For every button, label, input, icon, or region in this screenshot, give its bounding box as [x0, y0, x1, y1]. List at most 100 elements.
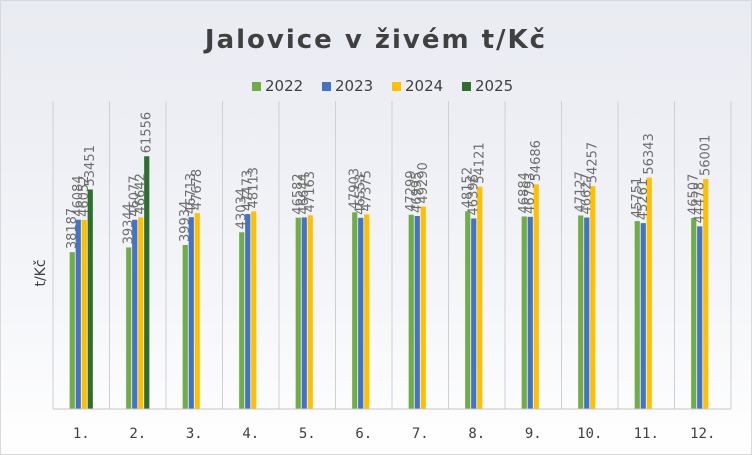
x-tick-label: 12.	[690, 426, 715, 442]
bar-2024-5	[307, 215, 313, 409]
bar-2023-7	[414, 216, 420, 409]
data-label-2023-8: 46396	[467, 174, 482, 215]
legend-swatch-2024	[392, 82, 401, 91]
bar-2022-2	[126, 247, 132, 409]
x-tick-label: 6.	[355, 426, 372, 442]
bar-2022-1	[69, 252, 75, 409]
data-label-2024-1: 46052	[77, 176, 92, 217]
data-label-2022-8: 48152	[461, 167, 476, 208]
x-tick-label: 2.	[129, 426, 146, 442]
data-label-2022-5: 46582	[291, 173, 306, 214]
bar-2023-2	[132, 219, 138, 409]
bar-2023-11	[640, 223, 646, 409]
bar-2023-12	[697, 226, 703, 409]
x-tick-label: 7.	[412, 426, 429, 442]
bar-2022-5	[295, 217, 301, 409]
bar-2025-2	[144, 156, 150, 409]
data-label-2022-10: 47127	[574, 171, 589, 212]
data-label-2024-7: 49290	[416, 162, 431, 203]
bar-2022-3	[182, 245, 188, 409]
y-axis-label: t/Kč	[33, 259, 49, 286]
x-tick-label: 3.	[186, 426, 203, 442]
x-tick-label: 11.	[634, 426, 659, 442]
data-label-2024-5: 47163	[303, 171, 318, 212]
data-label-2023-10: 46627	[580, 173, 595, 214]
bar-2024-9	[533, 184, 539, 409]
bar-2023-1	[75, 219, 81, 409]
data-label-2023-1: 46084	[71, 175, 86, 216]
data-label-2023-9: 46793	[523, 172, 538, 213]
data-label-2025-1: 53451	[83, 145, 98, 186]
x-tick-label: 9.	[525, 426, 542, 442]
data-label-2024-9: 54686	[529, 140, 544, 181]
legend-label-2025: 2025	[475, 77, 513, 95]
bar-2024-12	[703, 179, 709, 409]
data-label-2023-3: 46713	[184, 173, 199, 214]
data-label-2022-6: 47903	[348, 168, 363, 209]
bar-2024-10	[590, 186, 596, 409]
data-label-2022-4: 43034	[235, 188, 250, 229]
bar-2022-11	[634, 221, 640, 409]
bar-2024-2	[138, 217, 144, 409]
bar-2024-11	[646, 177, 652, 409]
bar-2024-4	[251, 211, 257, 409]
bar-2022-9	[521, 216, 527, 409]
legend: 2022 2023 2024 2025	[252, 77, 513, 95]
data-label-2022-2: 39344	[122, 203, 137, 244]
bar-2022-6	[352, 212, 358, 409]
data-label-2024-3: 47678	[190, 169, 205, 210]
data-label-2022-11: 45751	[630, 177, 645, 218]
grid	[52, 101, 732, 409]
x-tick-label: 1.	[73, 426, 90, 442]
bar-2022-12	[691, 218, 697, 409]
data-label-2022-12: 46507	[687, 174, 702, 215]
data-label-2024-11: 56343	[642, 133, 657, 174]
data-label-2025-2: 61556	[140, 112, 155, 153]
bar-2023-9	[527, 216, 533, 409]
x-tick-label: 10.	[577, 426, 602, 442]
data-label-2023-12: 44478	[693, 182, 708, 223]
data-label-2024-10: 54257	[586, 142, 601, 183]
legend-swatch-2023	[322, 82, 331, 91]
x-tick-label: 4.	[242, 426, 259, 442]
data-label-2024-2: 46642	[134, 173, 149, 214]
data-label-2023-7: 46995	[410, 172, 425, 213]
legend-label-2023: 2023	[335, 77, 373, 95]
bar-2024-7	[420, 206, 426, 409]
legend-swatch-2022	[252, 82, 261, 91]
bar-2023-3	[188, 217, 194, 409]
bar-2022-10	[578, 215, 584, 409]
data-label-2022-7: 47299	[404, 170, 419, 211]
bar-2024-8	[477, 186, 483, 409]
bar-2024-3	[194, 213, 200, 409]
bar-2025-1	[87, 189, 93, 409]
x-axis-ticks: 1. 2. 3. 4. 5. 6. 7. 8. 9. 10. 11. 12.	[73, 426, 716, 442]
bar-2022-4	[239, 232, 245, 409]
data-label-2023-5: 46644	[297, 173, 312, 214]
data-label-2022-9: 46884	[517, 172, 532, 213]
chart-title: Jalovice v živém t/Kč	[203, 25, 547, 55]
legend-label-2024: 2024	[405, 77, 443, 95]
data-label-2022-1: 38187	[65, 208, 80, 249]
legend-label-2022: 2022	[265, 77, 303, 95]
data-label-2024-8: 54121	[473, 142, 488, 183]
bar-2024-1	[81, 219, 87, 409]
data-label-2024-6: 47375	[360, 170, 375, 211]
x-tick-label: 5.	[299, 426, 316, 442]
data-label-2023-4: 47473	[241, 170, 256, 211]
bar-2022-7	[408, 214, 414, 409]
data-label-2023-11: 45261	[636, 179, 651, 220]
data-label-2023-6: 46553	[354, 173, 369, 214]
x-tick-label: 8.	[468, 426, 485, 442]
bar-2024-6	[364, 214, 370, 409]
bars	[69, 156, 709, 409]
legend-swatch-2025	[462, 82, 471, 91]
bar-2023-10	[584, 217, 590, 409]
bar-2023-4	[245, 214, 251, 409]
bar-2023-5	[301, 217, 307, 409]
data-label-2023-2: 46077	[128, 175, 143, 216]
data-label-2024-4: 48113	[247, 167, 262, 208]
